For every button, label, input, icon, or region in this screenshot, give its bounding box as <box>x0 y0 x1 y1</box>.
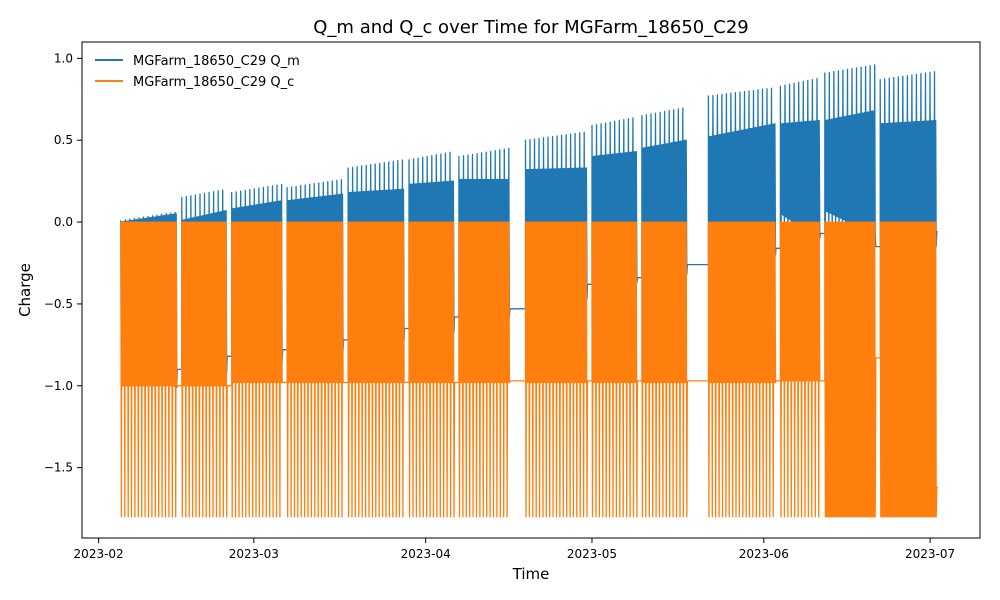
x-tick-label-5: 2023-07 <box>905 547 955 561</box>
y-tick-label-1: 0.5 <box>54 133 73 147</box>
y-tick-label-3: −0.5 <box>44 297 73 311</box>
y-tick-label-4: −1.0 <box>44 379 73 393</box>
legend-label-q-c: MGFarm_18650_C29 Q_c <box>133 75 294 90</box>
series-layer <box>120 64 938 518</box>
series-line-q-c <box>120 221 938 518</box>
x-tick-label-0: 2023-02 <box>74 547 124 561</box>
x-axis: 2023-02 2023-03 2023-04 2023-05 2023-06 2023-… <box>74 538 955 561</box>
x-tick-label-4: 2023-06 <box>739 547 789 561</box>
x-tick-label-1: 2023-03 <box>229 547 279 561</box>
x-axis-label: Time <box>512 565 550 583</box>
y-tick-label-5: −1.5 <box>44 461 73 475</box>
legend-label-q-m: MGFarm_18650_C29 Q_m <box>133 54 300 69</box>
y-axis-label: Charge <box>16 263 34 317</box>
x-tick-label-2: 2023-04 <box>401 547 451 561</box>
chart-title: Q_m and Q_c over Time for MGFarm_18650_C… <box>313 17 748 38</box>
x-tick-label-3: 2023-05 <box>567 547 617 561</box>
y-tick-label-0: 1.0 <box>54 51 73 65</box>
plot-frame <box>81 41 981 539</box>
y-axis: 1.0 0.5 0.0 −0.5 −1.0 −1.5 <box>44 51 82 475</box>
legend: MGFarm_18650_C29 Q_m MGFarm_18650_C29 Q_… <box>95 54 300 90</box>
y-tick-label-2: 0.0 <box>54 215 73 229</box>
